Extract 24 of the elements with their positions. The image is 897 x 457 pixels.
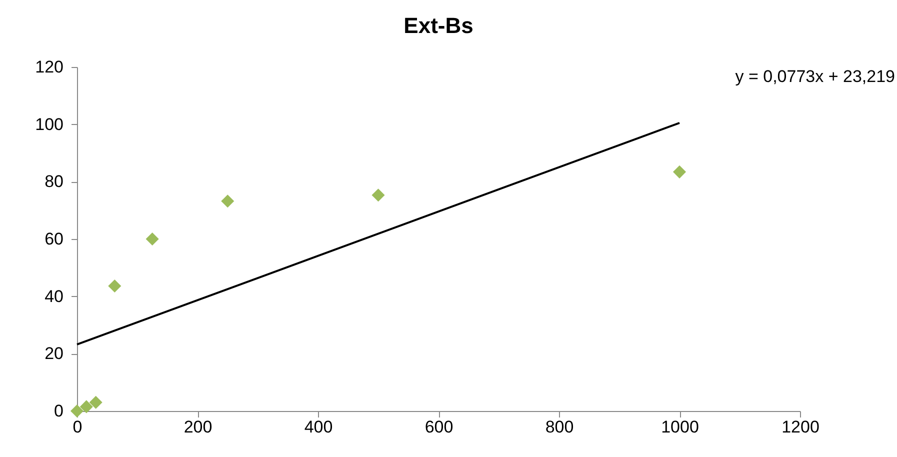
- point: [89, 396, 102, 409]
- point: [146, 232, 159, 246]
- x-tick-label: 0: [72, 418, 82, 436]
- chart-title: Ext-Bs: [404, 13, 474, 38]
- y-tick-label: 0: [54, 402, 64, 420]
- point: [108, 279, 122, 293]
- y-tick-label: 80: [44, 172, 64, 192]
- y-tick-label: 120: [35, 58, 64, 76]
- y-tick-label: 40: [44, 286, 64, 306]
- point: [80, 400, 93, 414]
- x-tick-label: 600: [424, 418, 454, 436]
- point: [672, 165, 686, 178]
- x-tick-label: 1200: [782, 418, 820, 436]
- y-tick-label: 60: [44, 230, 64, 248]
- point: [372, 188, 385, 202]
- x-tick-label: 1000: [661, 418, 699, 436]
- x-tick-label: 800: [545, 418, 574, 436]
- x-tick-label: 400: [304, 418, 333, 436]
- annotation: y = 0,0773x + 23,219: [735, 67, 895, 86]
- x-tick-label: 200: [184, 418, 212, 436]
- point: [70, 404, 84, 418]
- y-tick-label: 100: [35, 114, 64, 134]
- point: [221, 194, 234, 208]
- y-tick-label: 20: [44, 344, 64, 364]
